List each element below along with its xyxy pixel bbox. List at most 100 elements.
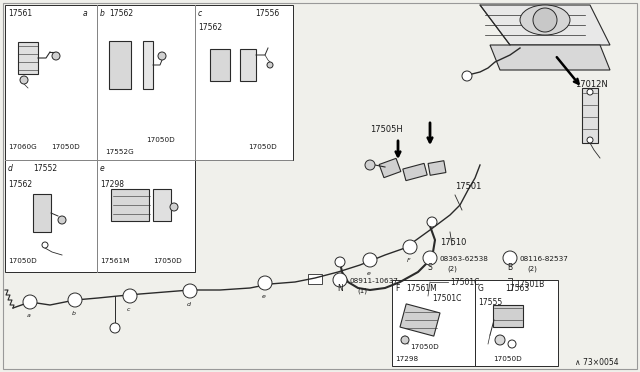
Bar	[308, 274, 322, 284]
Bar	[143, 41, 153, 89]
Bar	[400, 304, 440, 336]
Bar	[240, 49, 256, 81]
Circle shape	[335, 257, 345, 267]
Bar	[211, 65, 229, 74]
Bar	[428, 161, 446, 175]
Text: 17298: 17298	[100, 180, 124, 189]
Text: 17050D: 17050D	[493, 356, 522, 362]
Text: 17501C: 17501C	[450, 278, 479, 287]
Bar	[33, 194, 51, 232]
Bar	[210, 49, 230, 81]
Circle shape	[258, 276, 272, 290]
Circle shape	[401, 336, 409, 344]
Circle shape	[423, 251, 437, 265]
Circle shape	[533, 8, 557, 32]
Bar	[493, 305, 523, 327]
Circle shape	[123, 289, 137, 303]
Circle shape	[42, 242, 48, 248]
Text: 08363-62538: 08363-62538	[440, 256, 489, 262]
Circle shape	[110, 323, 120, 333]
Text: 17552G: 17552G	[105, 149, 134, 155]
Text: 17561M: 17561M	[406, 284, 436, 293]
Text: e: e	[262, 294, 266, 299]
Circle shape	[503, 251, 517, 265]
Text: 17501B: 17501B	[515, 280, 544, 289]
Bar	[211, 52, 229, 61]
Bar	[153, 189, 171, 221]
Circle shape	[267, 62, 273, 68]
Polygon shape	[480, 5, 610, 45]
Bar	[5, 160, 97, 272]
Text: 17555: 17555	[478, 298, 502, 307]
Circle shape	[20, 76, 28, 84]
Text: 17562: 17562	[109, 9, 133, 18]
Circle shape	[462, 71, 472, 81]
Text: N: N	[337, 284, 343, 293]
Bar	[5, 5, 97, 160]
Text: G: G	[478, 284, 484, 293]
Circle shape	[333, 273, 347, 287]
Text: a: a	[27, 313, 31, 318]
Circle shape	[587, 89, 593, 95]
Bar	[195, 5, 293, 160]
Text: e: e	[367, 271, 371, 276]
Text: 17561: 17561	[8, 9, 32, 18]
Bar	[379, 158, 401, 178]
Bar	[109, 41, 131, 89]
Text: 08911-10637: 08911-10637	[350, 278, 399, 284]
Text: b: b	[72, 311, 76, 316]
Text: d: d	[8, 164, 13, 173]
Text: 17562: 17562	[198, 23, 222, 32]
Circle shape	[587, 137, 593, 143]
Bar	[97, 160, 195, 272]
Bar	[403, 163, 427, 181]
Text: (2): (2)	[447, 265, 457, 272]
Circle shape	[508, 340, 516, 348]
Text: c: c	[198, 9, 202, 18]
Circle shape	[183, 284, 197, 298]
Text: 17505H: 17505H	[370, 125, 403, 134]
Bar	[97, 5, 195, 160]
Text: 17012N: 17012N	[575, 80, 608, 89]
Circle shape	[23, 295, 37, 309]
Text: ∧ 73×0054: ∧ 73×0054	[575, 358, 619, 367]
Text: 17298: 17298	[395, 356, 418, 362]
Bar	[582, 87, 598, 142]
Polygon shape	[490, 45, 610, 70]
Circle shape	[68, 293, 82, 307]
Bar	[34, 196, 50, 204]
Text: 17050D: 17050D	[8, 258, 36, 264]
Bar	[110, 61, 130, 71]
Text: e: e	[100, 164, 105, 173]
Circle shape	[403, 240, 417, 254]
Bar	[34, 207, 50, 215]
Bar	[111, 189, 149, 221]
Text: (1): (1)	[357, 287, 367, 294]
Text: 17561M: 17561M	[100, 258, 129, 264]
Text: 17501: 17501	[455, 182, 481, 191]
Text: B: B	[507, 263, 512, 272]
Text: a: a	[83, 9, 88, 18]
Text: 17050D: 17050D	[410, 344, 439, 350]
Circle shape	[365, 160, 375, 170]
Circle shape	[52, 52, 60, 60]
Text: 17050D: 17050D	[146, 137, 175, 143]
Text: 17050D: 17050D	[248, 144, 276, 150]
Bar	[18, 42, 38, 74]
Ellipse shape	[520, 5, 570, 35]
Text: 17552: 17552	[33, 164, 57, 173]
Text: 17563: 17563	[505, 284, 529, 293]
Text: c: c	[127, 307, 131, 312]
Text: (2): (2)	[527, 265, 537, 272]
Bar	[34, 218, 50, 226]
Text: 08116-82537: 08116-82537	[520, 256, 569, 262]
Text: 17562: 17562	[8, 180, 32, 189]
Text: d: d	[187, 302, 191, 307]
Bar	[392, 280, 475, 366]
Text: 17050D: 17050D	[153, 258, 182, 264]
Text: 17556: 17556	[255, 9, 279, 18]
Circle shape	[427, 217, 437, 227]
Bar	[110, 47, 130, 57]
Circle shape	[495, 335, 505, 345]
Circle shape	[170, 203, 178, 211]
